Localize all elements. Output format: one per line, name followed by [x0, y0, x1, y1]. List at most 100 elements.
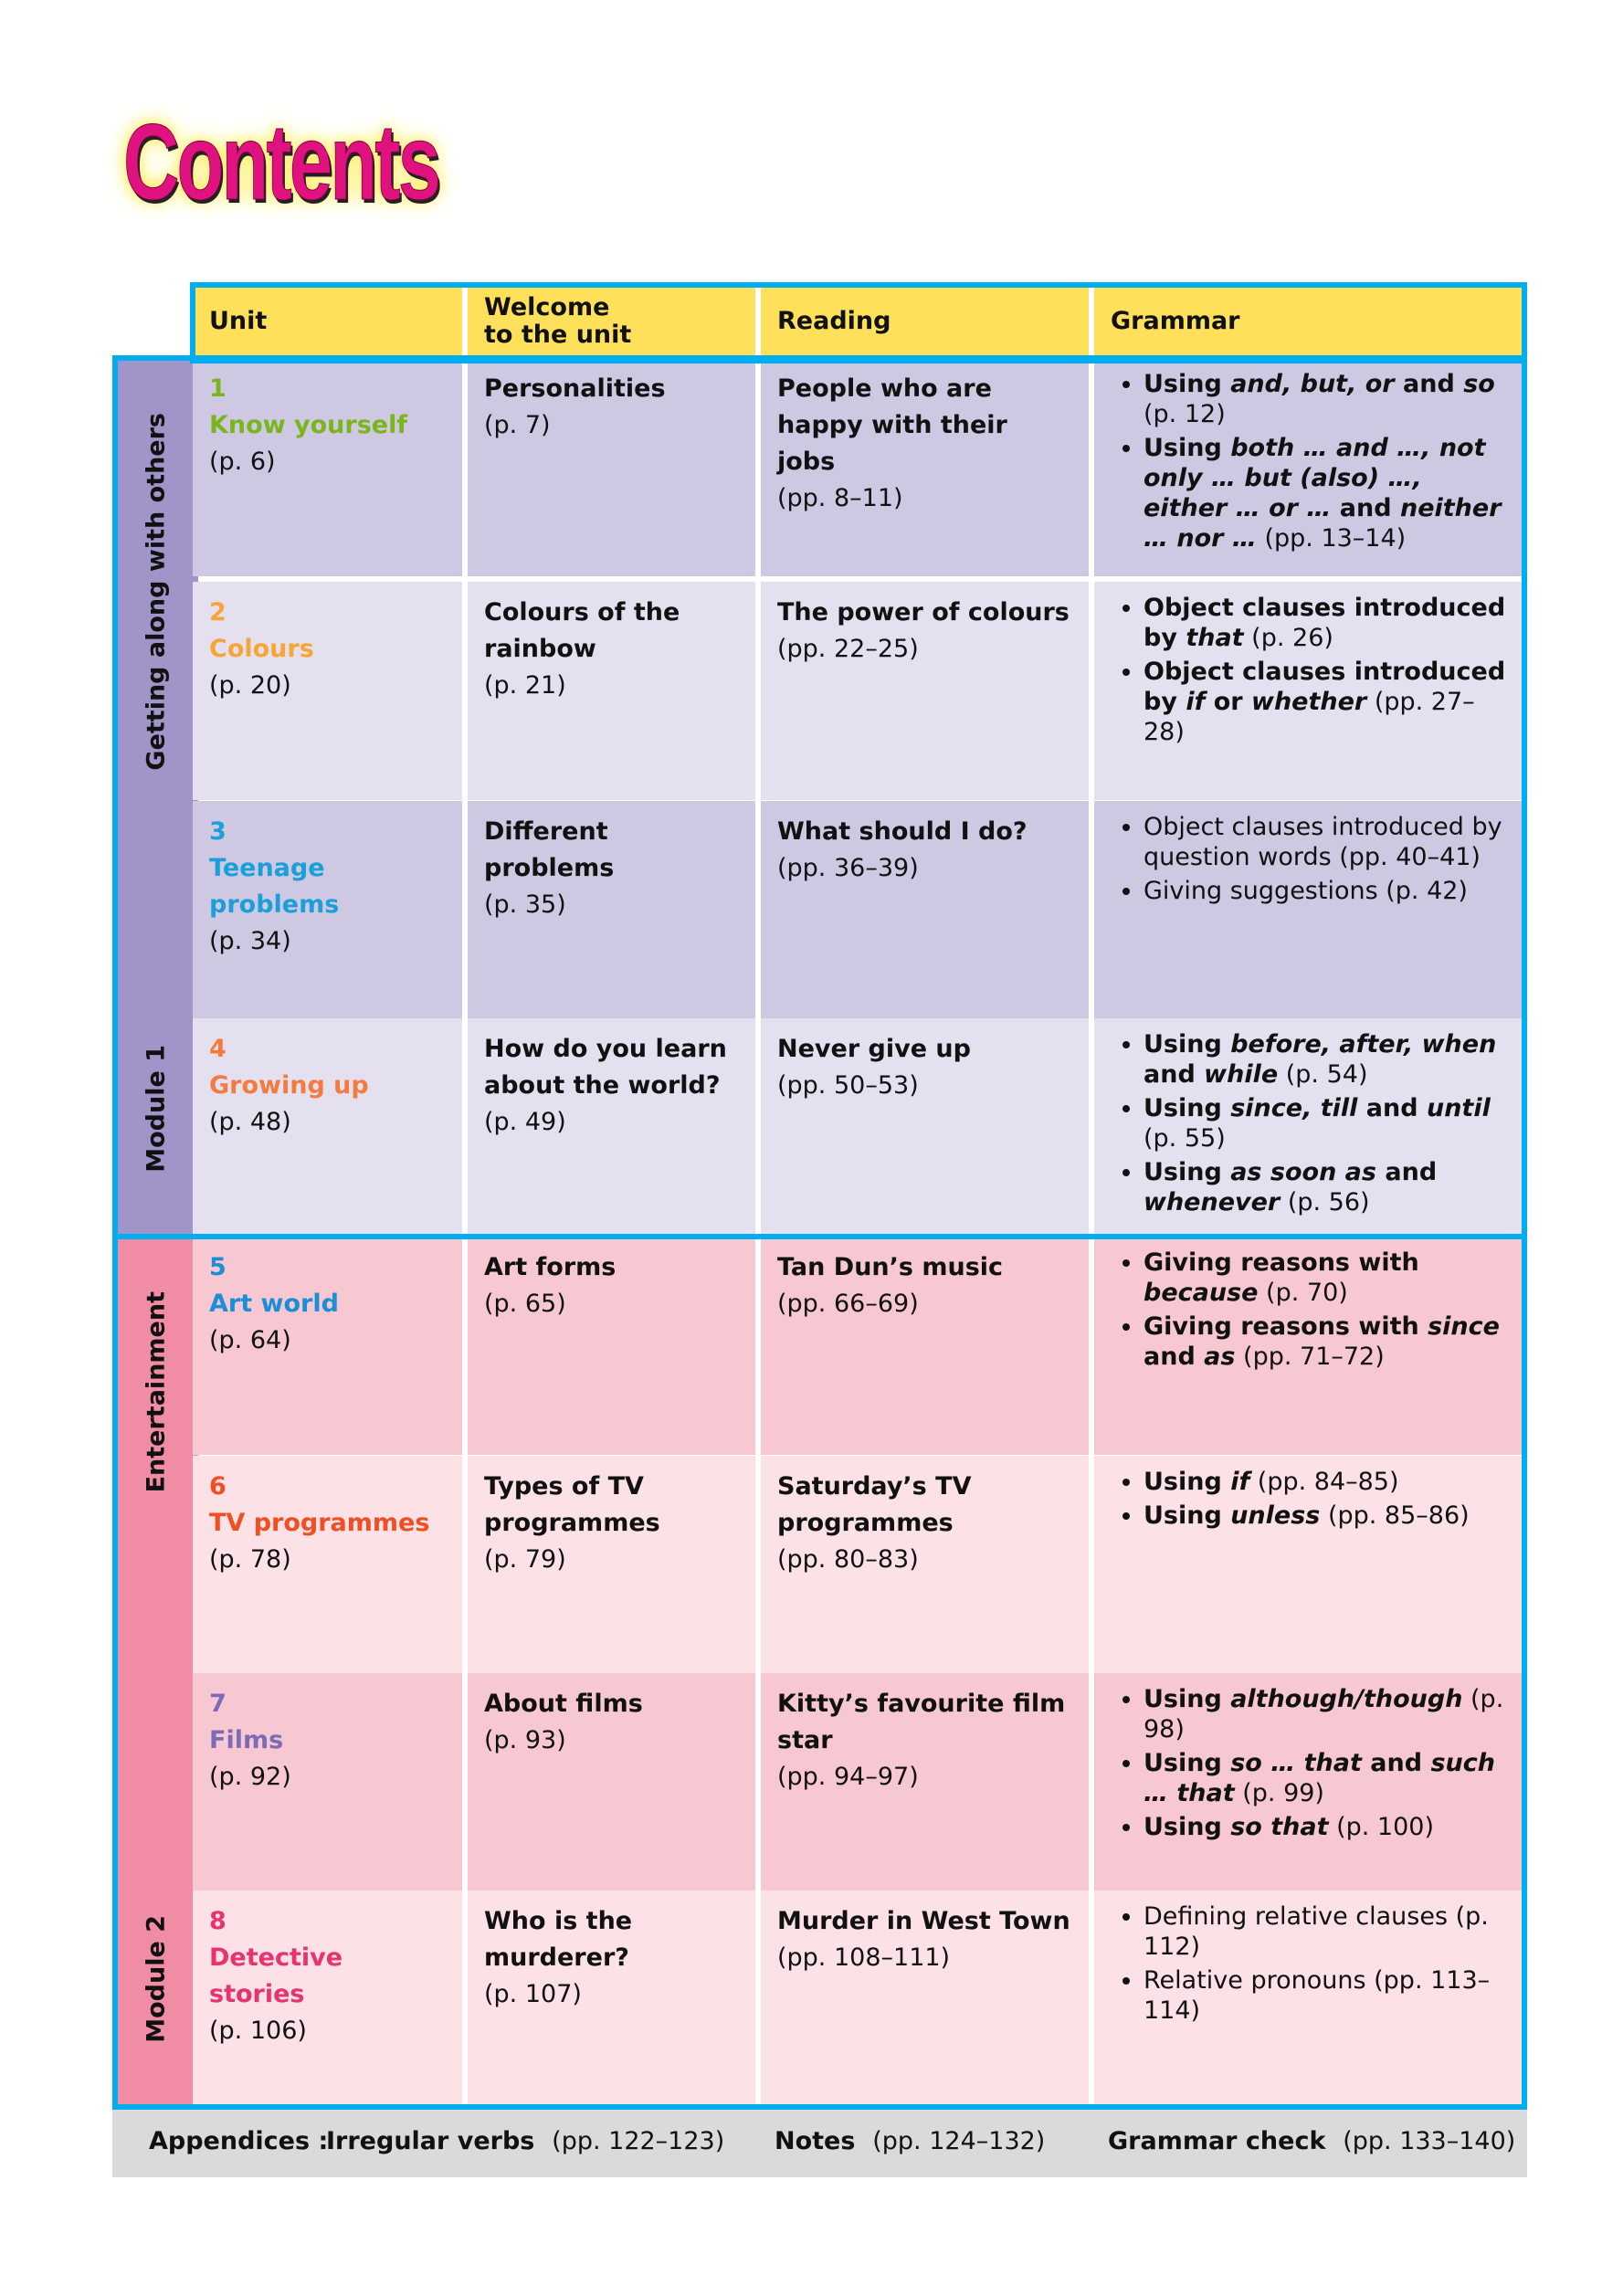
grammar-text: Using: [1143, 1813, 1231, 1841]
reading-cell: Kitty’s favourite film star (pp. 94–97): [761, 1673, 1089, 1891]
unit-name: Films: [209, 1726, 284, 1754]
grammar-text: whenever: [1143, 1188, 1280, 1216]
reading-title: The power of colours: [777, 598, 1070, 627]
reading-title: Kitty’s favourite film star: [777, 1690, 1066, 1754]
grammar-item: Giving suggestions (p. 42): [1143, 876, 1512, 906]
unit-cell: 3 Teenage problems (p. 34): [193, 801, 462, 1019]
reading-title: What should I do?: [777, 817, 1028, 846]
appendix-grammar-check: Grammar check (pp. 133–140): [1108, 2127, 1516, 2155]
appendix-notes: Notes (pp. 124–132): [775, 2127, 1046, 2155]
welcome-page: (p. 21): [484, 671, 566, 700]
grammar-text: Using: [1143, 370, 1231, 398]
welcome-cell: Personalities (p. 7): [468, 358, 755, 576]
grammar-item: Using before, after, when and while (p. …: [1143, 1029, 1512, 1090]
grammar-text: (p. 100): [1328, 1813, 1434, 1841]
welcome-title: How do you learn about the world?: [484, 1035, 727, 1100]
grammar-text: (p. 12): [1143, 400, 1226, 428]
grammar-text: Using: [1143, 1749, 1231, 1777]
grammar-list: Object clauses introduced by that (p. 26…: [1111, 593, 1512, 747]
grammar-item: Using although/though (p. 98): [1143, 1684, 1512, 1744]
module-2-column: Entertainment Module 2: [114, 1237, 198, 2107]
reading-page: (pp. 108–111): [777, 1943, 951, 1972]
welcome-cell: About films (p. 93): [468, 1673, 755, 1891]
welcome-page: (p. 79): [484, 1545, 566, 1574]
grammar-item: Defining relative clauses (p. 112): [1143, 1901, 1512, 1962]
reading-title: Never give up: [777, 1035, 971, 1063]
module-label: Module 2: [142, 1915, 171, 2043]
reading-cell: Never give up (pp. 50–53): [761, 1018, 1089, 1237]
welcome-cell: Types of TV programmes (p. 79): [468, 1456, 755, 1674]
grammar-item: Using and, but, or and so (p. 12): [1143, 369, 1512, 429]
unit-page: (p. 48): [209, 1108, 291, 1136]
reading-cell: Murder in West Town (pp. 108–111): [761, 1891, 1089, 2109]
grammar-text: (p. 99): [1234, 1779, 1324, 1807]
grammar-text: while: [1204, 1060, 1279, 1089]
unit-cell: 5 Art world (p. 64): [193, 1237, 462, 1455]
reading-title: Tan Dun’s music: [777, 1253, 1004, 1281]
grammar-text: and: [1143, 1060, 1205, 1089]
unit-number: 6: [209, 1472, 227, 1501]
grammar-text: Object clauses introduced by question wo…: [1143, 813, 1502, 871]
grammar-text: as soon as: [1230, 1158, 1376, 1186]
welcome-title: Types of TV programmes: [484, 1472, 660, 1537]
header-welcome: Welcome to the unit: [468, 285, 755, 358]
header-unit: Unit: [193, 285, 462, 358]
grammar-text: neither … nor …: [1143, 494, 1502, 553]
reading-title: Murder in West Town: [777, 1907, 1070, 1935]
grammar-list: Object clauses introduced by question wo…: [1111, 812, 1512, 906]
grammar-cell: Object clauses introduced by that (p. 26…: [1094, 582, 1524, 800]
grammar-text: so: [1463, 370, 1495, 398]
unit-number: 4: [209, 1035, 227, 1063]
grammar-cell: Using before, after, when and while (p. …: [1094, 1018, 1524, 1237]
grammar-text: so … that: [1230, 1749, 1362, 1777]
welcome-page: (p. 65): [484, 1290, 566, 1318]
grammar-text: Using: [1143, 1094, 1231, 1122]
unit-cell: 6 TV programmes (p. 78): [193, 1456, 462, 1674]
appendix-irregular-verbs: Irregular verbs (pp. 122–123): [326, 2127, 725, 2155]
unit-page: (p. 20): [209, 671, 291, 700]
unit-number: 3: [209, 817, 227, 846]
unit-page: (p. 34): [209, 927, 291, 955]
module-theme: Entertainment: [142, 1291, 171, 1493]
grammar-list: Defining relative clauses (p. 112)Relati…: [1111, 1901, 1512, 2026]
welcome-cell: How do you learn about the world? (p. 49): [468, 1018, 755, 1237]
grammar-text: Using: [1143, 1158, 1231, 1186]
reading-page: (pp. 80–83): [777, 1545, 919, 1574]
reading-cell: People who are happy with their jobs (pp.…: [761, 358, 1089, 576]
grammar-item: Object clauses introduced by question wo…: [1143, 812, 1512, 872]
grammar-text: (pp. 71–72): [1235, 1343, 1385, 1371]
grammar-item: Using both … and …, not only … but (also…: [1143, 433, 1512, 553]
welcome-title: Different problems: [484, 817, 615, 882]
grammar-list: Using before, after, when and while (p. …: [1111, 1029, 1512, 1217]
welcome-cell: Different problems (p. 35): [468, 801, 755, 1019]
grammar-text: and: [1143, 1343, 1205, 1371]
grammar-text: Giving reasons with: [1143, 1248, 1419, 1277]
grammar-text: (p. 70): [1258, 1279, 1348, 1307]
welcome-page: (p. 35): [484, 890, 566, 919]
grammar-list: Using if (pp. 84–85)Using unless (pp. 85…: [1111, 1467, 1512, 1531]
welcome-title: Who is the murderer?: [484, 1907, 633, 1972]
grammar-cell: Object clauses introduced by question wo…: [1094, 801, 1524, 1019]
grammar-text: Using: [1143, 1685, 1231, 1713]
grammar-list: Giving reasons with because (p. 70)Givin…: [1111, 1248, 1512, 1372]
grammar-item: Using as soon as and whenever (p. 56): [1143, 1157, 1512, 1217]
grammar-item: Object clauses introduced by if or wheth…: [1143, 657, 1512, 747]
grammar-cell: Using and, but, or and so (p. 12)Using b…: [1094, 358, 1524, 576]
page-title: Contents: [123, 102, 442, 224]
reading-title: Saturday’s TV programmes: [777, 1472, 972, 1537]
grammar-cell: Using although/though (p. 98)Using so … …: [1094, 1673, 1524, 1891]
grammar-text: Relative pronouns (pp. 113–114): [1143, 1966, 1491, 2025]
unit-name: TV programmes: [209, 1509, 430, 1537]
header-grammar: Grammar: [1094, 285, 1524, 358]
grammar-cell: Using if (pp. 84–85)Using unless (pp. 85…: [1094, 1456, 1524, 1674]
grammar-text: (pp. 84–85): [1249, 1468, 1399, 1496]
grammar-item: Using if (pp. 84–85): [1143, 1467, 1512, 1497]
unit-number: 5: [209, 1253, 227, 1281]
unit-name: Know yourself: [209, 411, 408, 439]
unit-name: Colours: [209, 635, 314, 663]
reading-page: (pp. 50–53): [777, 1071, 919, 1100]
grammar-text: (pp. 13–14): [1256, 524, 1407, 553]
welcome-title: Colours of the rainbow: [484, 598, 680, 663]
grammar-text: because: [1143, 1279, 1259, 1307]
unit-page: (p. 64): [209, 1326, 291, 1354]
